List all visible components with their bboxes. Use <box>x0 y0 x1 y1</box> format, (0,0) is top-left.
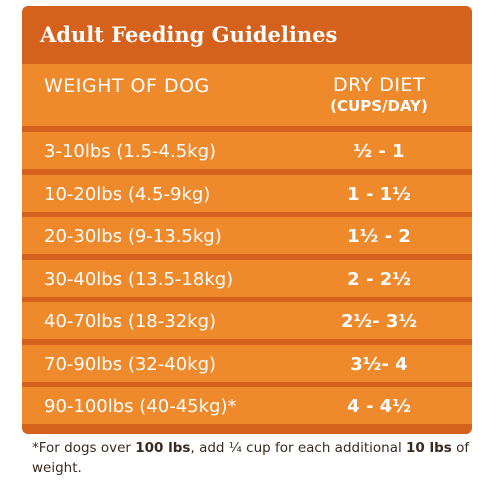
weight-cell: 3-10lbs (1.5-4.5kg) <box>44 141 217 162</box>
table-row: 20-30lbs (9-13.5kg) 1½ - 2 <box>22 217 472 254</box>
weight-cell: 90-100lbs (40-45kg)* <box>44 396 237 417</box>
footnote-bold-1: 100 lbs <box>135 440 191 456</box>
table-header-row <box>22 64 472 126</box>
footnote-text-3: of weight. <box>32 440 470 476</box>
dry-diet-cell: ½ - 1 <box>353 141 405 162</box>
column-header-dry-diet: DRY DIET (CUPS/DAY) <box>300 74 458 116</box>
weight-cell: 40-70lbs (18-32kg) <box>44 311 217 332</box>
weight-cell: 70-90lbs (32-40kg) <box>44 353 217 375</box>
table-title: Adult Feeding Guidelines <box>40 22 338 47</box>
dry-diet-cell: 2 - 2½ <box>347 268 411 290</box>
table-row: 10-20lbs (4.5-9kg) 1 - 1½ <box>22 174 472 212</box>
weight-cell: 30-40lbs (13.5-18kg) <box>44 268 234 290</box>
dry-diet-cell: 2½- 3½ <box>340 311 418 332</box>
table-row: 70-90lbs (32-40kg) 3½- 4 <box>22 344 472 382</box>
dry-diet-cell: 3½- 4 <box>350 353 408 375</box>
footnote-text-2: , add ¼ cup for each additional <box>190 440 407 456</box>
table-row: 3-10lbs (1.5-4.5kg) ½ - 1 <box>22 132 472 169</box>
weight-cell: 20-30lbs (9-13.5kg) <box>44 226 222 247</box>
table-row: 30-40lbs (13.5-18kg) 2 - 2½ <box>22 259 472 297</box>
weight-cell: 10-20lbs (4.5-9kg) <box>44 183 211 205</box>
column-header-dry-diet-label: DRY DIET <box>332 74 426 96</box>
column-header-weight: WEIGHT OF DOG <box>44 75 210 97</box>
dry-diet-cell: 1½ - 2 <box>347 226 411 247</box>
column-header-dry-diet-unit: (CUPS/DAY) <box>330 97 428 115</box>
dry-diet-cell: 1 - 1½ <box>347 183 411 205</box>
dry-diet-cell: 4 - 4½ <box>347 396 411 417</box>
table-row: 90-100lbs (40-45kg)* 4 - 4½ <box>22 387 472 424</box>
footnote: *For dogs over 100 lbs, add ¼ cup for ea… <box>32 438 472 478</box>
table-row: 40-70lbs (18-32kg) 2½- 3½ <box>22 302 472 339</box>
footnote-text-1: *For dogs over <box>32 440 136 456</box>
footnote-bold-2: 10 lbs <box>406 440 452 456</box>
